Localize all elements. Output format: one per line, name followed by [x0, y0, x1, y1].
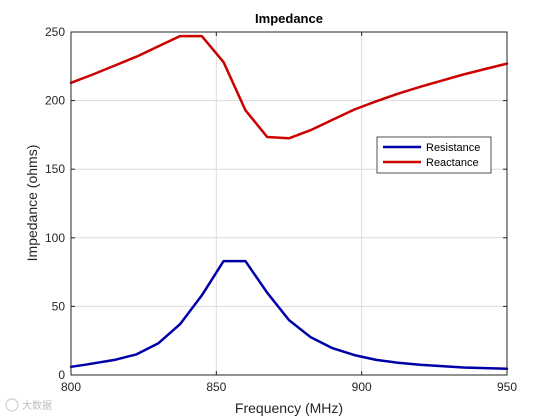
y-tick-label: 200 — [45, 94, 65, 108]
chart-title: Impedance — [255, 11, 323, 26]
legend-label-resistance: Resistance — [426, 142, 480, 154]
grid — [71, 32, 507, 375]
x-tick-label: 950 — [497, 380, 517, 394]
axis-ticks — [70, 31, 508, 376]
watermark: 大数据 — [5, 398, 52, 412]
series-line-reactance — [69, 34, 509, 140]
y-tick-label: 100 — [45, 231, 65, 245]
legend: Resistance Reactance — [376, 136, 492, 174]
y-axis-label: Impedance (ohms) — [24, 145, 40, 262]
plot-area-frame — [70, 31, 508, 376]
y-tick-label: 250 — [45, 25, 65, 39]
watermark-text: 大数据 — [22, 399, 52, 412]
x-tick-label: 800 — [61, 380, 81, 394]
legend-box — [376, 136, 492, 174]
axis-tick-labels: 800 850 900 950 0 50 100 150 200 250 — [45, 25, 517, 394]
y-tick-label: 50 — [52, 299, 66, 313]
plot-lines — [69, 34, 509, 371]
y-tick-label: 150 — [45, 162, 65, 176]
series-line-resistance — [69, 259, 509, 371]
x-tick-label: 850 — [206, 380, 226, 394]
x-tick-label: 900 — [352, 380, 372, 394]
x-axis-label: Frequency (MHz) — [235, 400, 343, 416]
y-tick-label: 0 — [58, 368, 65, 382]
legend-label-reactance: Reactance — [426, 157, 479, 169]
watermark-logo-icon — [5, 398, 19, 412]
